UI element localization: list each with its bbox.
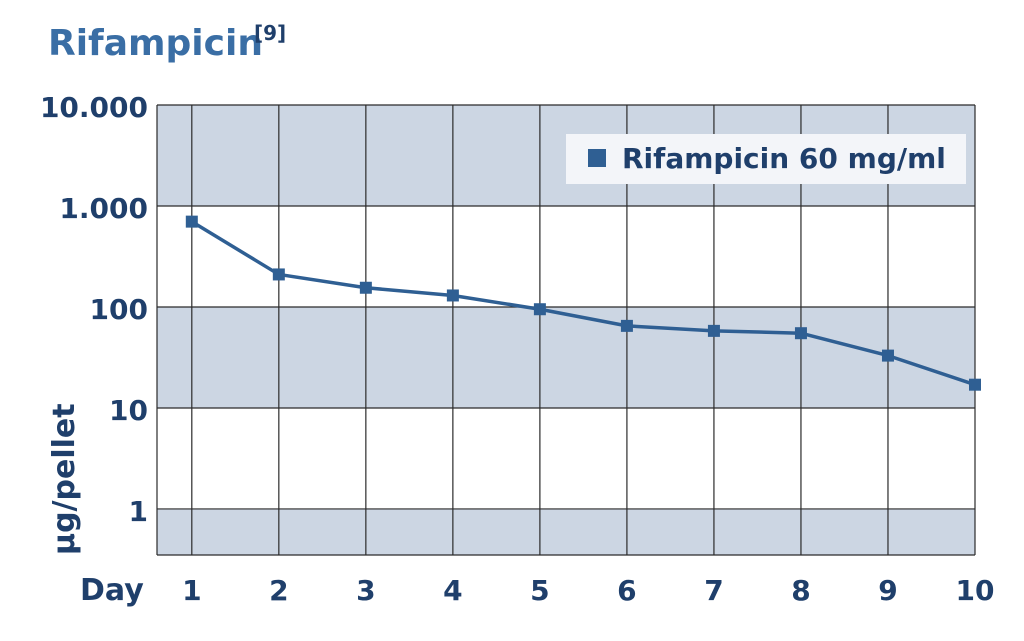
plot-grid xyxy=(156,104,976,556)
y-tick-label: 100 xyxy=(90,293,148,326)
x-tick-label: 1 xyxy=(182,574,201,607)
y-tick-label: 10 xyxy=(109,394,148,427)
data-point xyxy=(185,215,198,228)
y-axis-ticks: 1 10 100 1.000 10.000 xyxy=(40,91,148,528)
x-tick-label: 7 xyxy=(704,574,723,607)
data-point xyxy=(272,268,285,281)
data-point xyxy=(707,324,720,337)
y-axis-label: µg/pellet xyxy=(47,403,82,555)
legend-label: Rifampicin 60 mg/ml xyxy=(622,142,946,175)
legend-box xyxy=(566,134,966,184)
data-point xyxy=(969,378,981,391)
legend-marker xyxy=(588,149,606,167)
data-point xyxy=(881,349,894,362)
x-tick-label: 9 xyxy=(878,574,897,607)
y-tick-label: 1.000 xyxy=(59,192,148,225)
data-point xyxy=(794,327,807,340)
y-tick-label: 10.000 xyxy=(40,91,148,124)
data-point xyxy=(533,303,546,316)
x-tick-label: 10 xyxy=(956,574,995,607)
x-tick-label: 4 xyxy=(443,574,462,607)
legend: Rifampicin 60 mg/ml xyxy=(566,134,966,184)
data-point xyxy=(446,289,459,302)
x-axis-label: Day xyxy=(80,573,144,608)
chart-title-reference: [9] xyxy=(254,21,286,45)
series-rifampicin xyxy=(185,215,981,391)
plot-band xyxy=(157,306,975,408)
plot-band xyxy=(157,508,975,555)
y-tick-label: 1 xyxy=(129,495,148,528)
x-tick-label: 8 xyxy=(791,574,810,607)
data-point xyxy=(620,319,633,332)
x-tick-label: 5 xyxy=(530,574,549,607)
x-tick-label: 2 xyxy=(269,574,288,607)
series-line xyxy=(190,220,976,387)
x-tick-label: 3 xyxy=(356,574,375,607)
x-axis-ticks: 1 2 3 4 5 6 7 8 9 10 xyxy=(182,574,994,607)
x-tick-label: 6 xyxy=(617,574,636,607)
chart-title: Rifampicin xyxy=(48,23,263,64)
data-point xyxy=(359,281,372,294)
